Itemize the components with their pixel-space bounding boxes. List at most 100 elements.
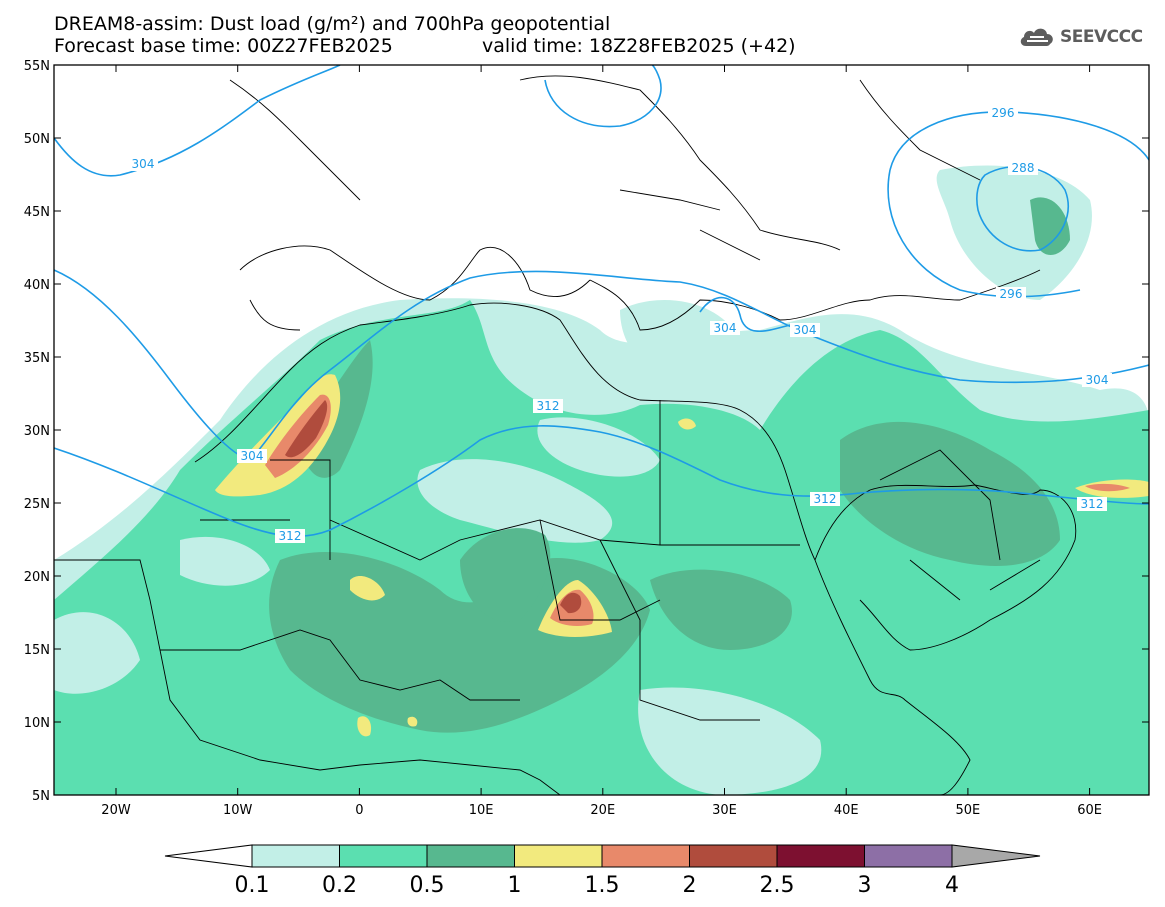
dust-region-yellow-mali: [350, 575, 385, 601]
contour-304-west: [54, 269, 1149, 461]
colorbar-box: [689, 844, 778, 868]
lat-label: 5N: [32, 789, 50, 804]
lon-label: 10E: [469, 803, 494, 818]
dust-region-yellow-nigeria: [357, 716, 372, 737]
contour-label-304-greece: 304: [714, 321, 737, 335]
lat-label: 25N: [24, 497, 50, 512]
lon-label: 50E: [956, 803, 981, 818]
title-line-1: DREAM8-assim: Dust load (g/m²) and 700hP…: [54, 13, 611, 35]
label-bg: [533, 399, 563, 413]
dust-region-orange-gulf: [1085, 483, 1130, 492]
contour-label-304-morocco: 304: [241, 449, 264, 463]
lat-label: 30N: [24, 424, 50, 439]
label-bg: [275, 529, 305, 543]
dust-region-yellow-ghana: [407, 716, 418, 727]
lat-label: 45N: [24, 205, 50, 220]
dust-region-yellow-morocco: [215, 374, 341, 497]
seevccc-logo: SEEVCCC: [1018, 24, 1143, 50]
contour-304-mid: [699, 296, 791, 332]
contour-288-north: [544, 65, 662, 128]
colorbar-box: [864, 844, 953, 868]
lon-label: 20E: [590, 803, 615, 818]
colorbar-tick-label: 4: [945, 873, 959, 898]
lon-label: 20W: [101, 803, 131, 818]
label-bg: [710, 321, 740, 335]
dust-region-dark-central: [460, 528, 551, 622]
contour-304-nw: [54, 65, 341, 177]
lat-label: 20N: [24, 570, 50, 585]
dust-region-dark-sudan: [650, 569, 792, 650]
label-bg: [1077, 497, 1107, 511]
colorbar-tick-label: 0.5: [410, 873, 445, 898]
cloud-icon: [1020, 28, 1053, 46]
dust-region-hole-1: [417, 459, 613, 543]
dust-region-dark-east: [1030, 197, 1070, 255]
logo-text: SEEVCCC: [1060, 27, 1143, 47]
colorbar-max-arrow: [951, 844, 1041, 868]
valid-time: valid time: 18Z28FEB2025 (+42): [482, 35, 796, 57]
dust-region-hole-4: [54, 612, 140, 694]
contour-label-312-arabia: 312: [814, 492, 837, 506]
contour-labels: 304 312 304 312 288 296 296 304 304 304 …: [128, 106, 1112, 543]
colorbar-box: [776, 844, 865, 868]
colorbar-tick-label: 1: [508, 873, 522, 898]
colorbar-tick-label: 0.1: [235, 873, 270, 898]
lon-label: 60E: [1077, 803, 1102, 818]
contour-label-312-west: 312: [279, 529, 302, 543]
contour-label-312-africa: 312: [537, 399, 560, 413]
dust-region-hole-2: [537, 417, 660, 477]
colorbar-box: [426, 844, 515, 868]
contour-label-304-levant: 304: [794, 323, 817, 337]
lon-label: 0: [355, 803, 363, 818]
longitude-axis: 20W 10W 0 10E 20E 30E 40E 50E 60E: [101, 65, 1102, 818]
contour-label-296-south: 296: [1000, 287, 1023, 301]
lat-label: 15N: [24, 643, 50, 658]
lat-label: 55N: [24, 59, 50, 74]
lat-label: 35N: [24, 351, 50, 366]
colorbar-tick-label: 2.5: [760, 873, 795, 898]
colorbar-tick-label: 3: [858, 873, 872, 898]
lat-label: 40N: [24, 278, 50, 293]
label-bg: [790, 323, 820, 337]
dust-region-yellow-libya: [678, 418, 696, 430]
contour-label-304-nw: 304: [132, 157, 155, 171]
lon-label: 40E: [834, 803, 859, 818]
contour-288-east: [976, 165, 1069, 252]
base-time: Forecast base time: 00Z27FEB2025: [54, 35, 393, 57]
colorbar-box: [514, 844, 603, 868]
dust-region-brown-chad: [560, 592, 582, 614]
colorbar: 0.1 0.2 0.5 1 1.5 2 2.5 3 4: [164, 844, 1041, 898]
dust-region-brown-morocco: [285, 400, 328, 458]
geopotential-contours: [54, 65, 1149, 538]
contour-label-312-east: 312: [1081, 497, 1104, 511]
colorbar-min-arrow: [164, 844, 253, 868]
colorbar-tick-label: 1.5: [585, 873, 620, 898]
label-bg: [996, 287, 1026, 301]
title-line-2: Forecast base time: 00Z27FEB2025 valid ti…: [54, 35, 796, 57]
label-bg: [1082, 373, 1112, 387]
label-bg: [810, 492, 840, 506]
contour-label-296-north: 296: [992, 106, 1015, 120]
colorbar-box: [601, 844, 690, 868]
lat-label: 10N: [24, 716, 50, 731]
label-bg: [988, 106, 1018, 120]
label-bg: [237, 449, 267, 463]
lat-label: 50N: [24, 132, 50, 147]
coastlines: [54, 75, 1077, 795]
colorbar-tick-label: 2: [683, 873, 697, 898]
lon-label: 10W: [223, 803, 253, 818]
contour-label-288-east: 288: [1012, 161, 1035, 175]
latitude-axis: 55N 50N 45N 40N 35N 30N 25N 20N 15N 10N 5N: [24, 59, 1149, 804]
colorbar-box: [251, 844, 340, 868]
dust-region-light-east: [936, 165, 1092, 300]
colorbar-tick-label: 0.2: [322, 873, 357, 898]
label-bg: [128, 157, 158, 171]
colorbar-box: [339, 844, 428, 868]
lon-label: 30E: [712, 803, 737, 818]
label-bg: [1008, 161, 1038, 175]
contour-312: [54, 425, 1149, 538]
dust-region-hole-5: [180, 536, 270, 586]
dust-region-dark-arabia: [840, 421, 1060, 566]
contour-label-304-east: 304: [1086, 373, 1109, 387]
